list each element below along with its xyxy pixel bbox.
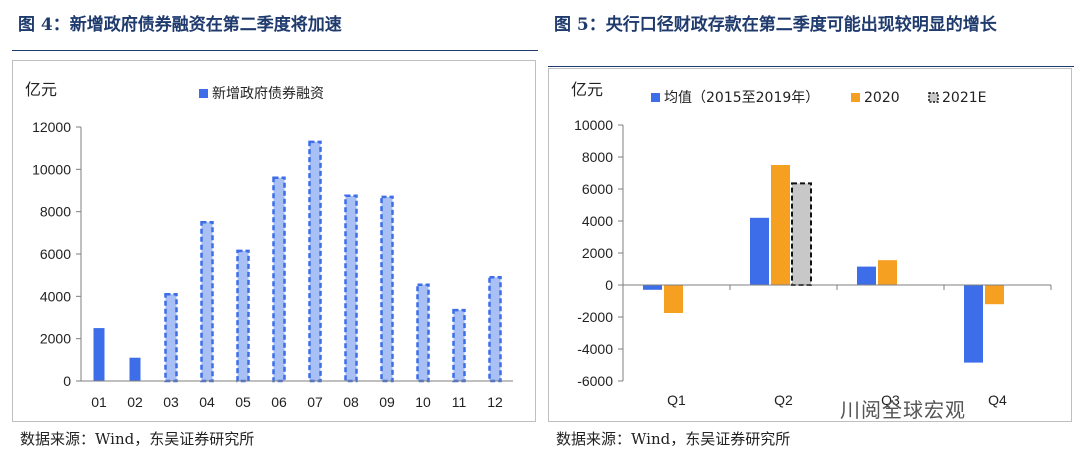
left-legend-swatch	[199, 89, 208, 98]
left-x-tick-label: 08	[343, 394, 359, 410]
right-figure-panel: 图 5：央行口径财政存款在第二季度可能出现较明显的增长 亿元 均值（2015至2…	[548, 0, 1074, 459]
left-x-axis: 01 02 03 04 05 06 07 08 09 10 11 12	[81, 380, 513, 410]
left-x-tick-label: 04	[199, 394, 215, 410]
right-x-tick-label: Q1	[667, 392, 686, 408]
right-y-tick-label: 0	[605, 277, 613, 293]
right-y-axis: -6000 -4000 -2000 0 2000 4000 6000 8000 10000	[574, 117, 624, 389]
right-y-tick-label: -6000	[577, 373, 613, 389]
left-bar-05	[236, 249, 250, 383]
left-legend-label: 新增政府债券融资	[212, 86, 324, 102]
left-bar-01	[93, 328, 105, 381]
right-legend-label-1: 2020	[864, 90, 900, 106]
left-x-tick-label: 12	[487, 394, 503, 410]
left-y-tick-label: 2000	[40, 331, 71, 347]
left-x-tick-label: 11	[452, 394, 467, 410]
left-chart: 亿元 新增政府债券融资 020004000600080001000012000 …	[25, 80, 513, 410]
left-y-tick-label: 6000	[40, 246, 71, 262]
right-legend: 均值（2015至2019年） 2020 2021E	[651, 90, 986, 106]
right-y-tick-label: 2000	[582, 245, 613, 261]
left-bar-09	[380, 195, 394, 383]
right-legend-label-2: 2021E	[942, 90, 986, 106]
right-legend-swatch-0	[651, 93, 660, 102]
left-bar-10	[416, 283, 430, 383]
right-bar-Q4-0	[964, 285, 983, 363]
left-y-tick-label: 12000	[32, 119, 71, 135]
left-bar-07	[308, 140, 322, 383]
right-figure-title: 图 5：央行口径财政存款在第二季度可能出现较明显的增长	[554, 15, 997, 35]
left-x-tick-label: 06	[271, 394, 287, 410]
right-y-tick-label: 10000	[574, 117, 613, 133]
right-y-tick-label: -4000	[577, 341, 613, 357]
left-y-tick-label: 10000	[32, 161, 71, 177]
left-y-unit: 亿元	[25, 80, 57, 99]
right-bar-Q2-1	[771, 165, 790, 285]
left-figure-title: 图 4：新增政府债券融资在第二季度将加速	[18, 15, 342, 35]
left-bar-04	[200, 221, 214, 383]
right-legend-label-0: 均值（2015至2019年）	[664, 90, 819, 106]
right-y-tick-label: 6000	[582, 181, 613, 197]
left-source-note: 数据来源：Wind，东吴证券研究所	[20, 430, 255, 448]
right-legend-swatch-1	[851, 93, 860, 102]
left-bar-08	[344, 194, 358, 383]
right-chart: 亿元 均值（2015至2019年） 2020 2021E -6000 -4000 -20…	[571, 80, 1052, 408]
left-figure-panel: 图 4：新增政府债券融资在第二季度将加速 亿元 新增政府债券融资 0 2000 40…	[12, 0, 538, 459]
left-bar-11	[452, 308, 466, 383]
left-x-tick-label: 10	[415, 394, 431, 410]
left-chart-box: 亿元 新增政府债券融资 0 2000 4000 6000 8000 10000 12000 …	[12, 60, 536, 422]
left-x-tick-label: 09	[379, 394, 395, 410]
right-source-note: 数据来源：Wind，东吴证券研究所	[556, 430, 791, 448]
right-bar-Q4-1	[985, 285, 1004, 305]
right-bar-Q1-0	[643, 285, 662, 290]
right-legend-swatch-2	[928, 92, 939, 103]
left-bar-12	[488, 276, 502, 383]
right-bar-Q3-1	[878, 260, 897, 285]
left-y-axis: 0 2000 4000 6000 8000 10000 12000	[32, 119, 82, 389]
left-legend: 新增政府债券融资	[199, 86, 324, 102]
right-bar-Q3-0	[857, 266, 876, 285]
right-chart-box: 亿元 均值（2015至2019年） 2020 2021E -6000 -4000 -20…	[548, 68, 1072, 422]
left-x-tick-label: 03	[163, 394, 179, 410]
left-y-tick-label: 8000	[40, 204, 71, 220]
left-x-tick-label: 05	[235, 394, 251, 410]
left-x-tick-label: 07	[307, 394, 323, 410]
right-bar-Q2-0	[750, 217, 769, 285]
left-x-tick-label: 01	[91, 394, 107, 410]
right-bar-Q2-2	[791, 182, 812, 286]
right-x-axis: Q1 Q2 Q3 Q4	[623, 284, 1052, 408]
left-x-tick-label: 02	[127, 394, 143, 410]
right-bars	[643, 165, 1004, 363]
right-x-tick-label: Q4	[988, 392, 1007, 408]
left-y-tick-label: 4000	[40, 288, 71, 304]
right-bar-Q1-1	[664, 285, 683, 313]
left-bars	[93, 140, 502, 383]
left-y-tick-label: 0	[63, 373, 71, 389]
right-y-unit: 亿元	[571, 80, 603, 99]
right-y-tick-label: -2000	[577, 309, 613, 325]
right-y-tick-label: 8000	[582, 149, 613, 165]
left-bar-03	[164, 292, 178, 383]
right-x-tick-label: Q2	[774, 392, 793, 408]
right-title-rule	[548, 66, 1074, 67]
right-x-tick-label: Q3	[881, 392, 900, 408]
left-bar-02	[129, 357, 141, 381]
watermark-text: 川阅全球宏观	[840, 398, 966, 422]
left-bar-06	[272, 176, 286, 383]
left-title-rule	[12, 50, 538, 51]
right-y-tick-label: 4000	[582, 213, 613, 229]
